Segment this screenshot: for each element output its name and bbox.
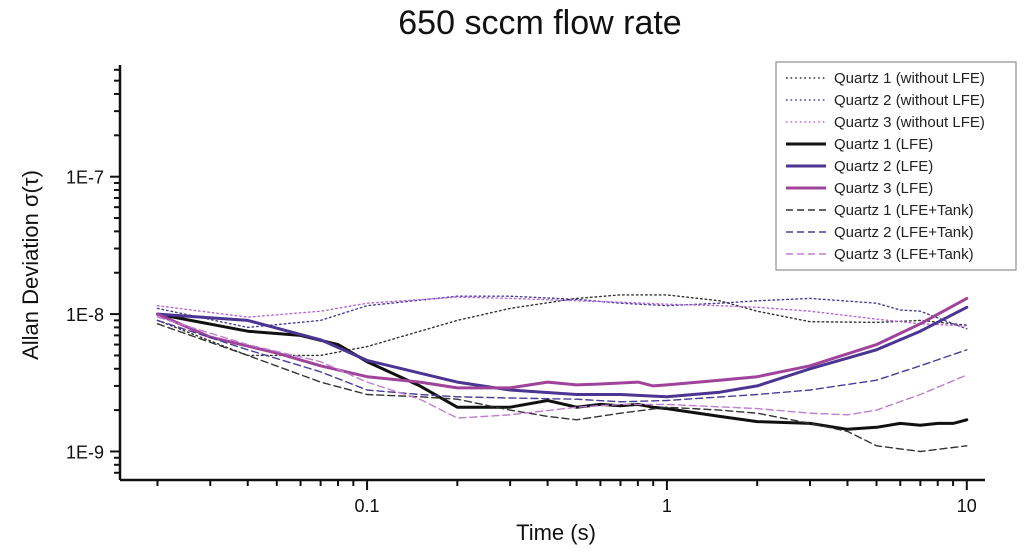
series-line-7 (156, 323, 968, 453)
legend-label: Quartz 2 (LFE+Tank) (834, 224, 974, 241)
legend-label: Quartz 3 (LFE+Tank) (834, 246, 974, 263)
x-tick-label: 10 (957, 496, 977, 516)
legend-label: Quartz 2 (without LFE) (834, 92, 985, 109)
chart-title: 650 sccm flow rate (398, 4, 681, 42)
series-line-2 (156, 295, 968, 330)
series-line-1 (156, 294, 968, 357)
x-tick-label: 0.1 (355, 496, 380, 516)
y-axis-label: Allan Deviation σ(τ) (18, 170, 43, 360)
legend-label: Quartz 1 (LFE) (834, 136, 933, 153)
x-tick-label: 1 (662, 496, 672, 516)
legend-label: Quartz 1 (LFE+Tank) (834, 202, 974, 219)
legend-label: Quartz 3 (LFE) (834, 180, 933, 197)
y-tick-label: 1E-7 (66, 168, 104, 188)
series-line-5 (156, 305, 969, 399)
legend: Quartz 1 (without LFE) Quartz 2 (without … (775, 61, 1017, 271)
series-line-6 (156, 296, 969, 390)
y-tick-label: 1E-8 (66, 305, 104, 325)
series-line-4 (156, 312, 969, 431)
series-line-9 (156, 316, 968, 419)
y-tick-label: 1E-9 (66, 442, 104, 462)
series-line-8 (156, 319, 968, 403)
series-line-3 (156, 296, 968, 327)
legend-label: Quartz 1 (without LFE) (834, 70, 985, 87)
legend-label: Quartz 3 (without LFE) (834, 114, 985, 131)
axes: 1E-9 1E-8 1E-7 0.1 1 10 (66, 65, 985, 516)
x-axis-label: Time (s) (516, 520, 596, 545)
plot-area (156, 294, 969, 453)
legend-label: Quartz 2 (LFE) (834, 158, 933, 175)
